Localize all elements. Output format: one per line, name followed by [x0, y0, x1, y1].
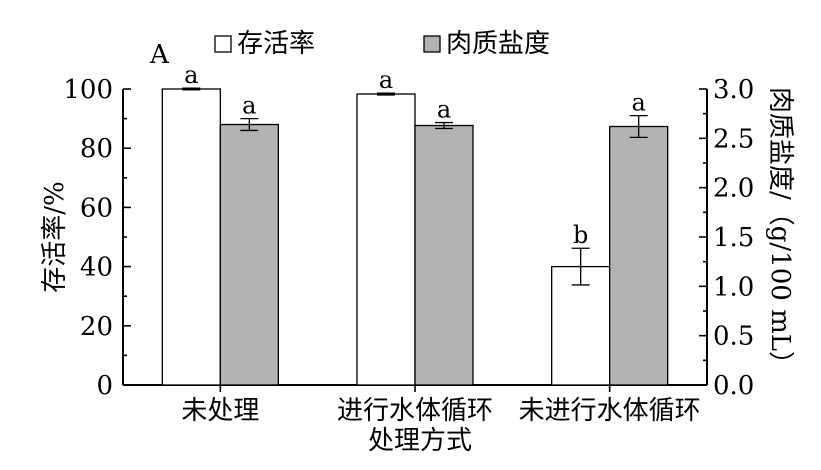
- y-tick-label: 40: [80, 253, 113, 283]
- y2-tick-label: 0.5: [713, 322, 754, 352]
- y2-tick-label: 3.0: [713, 75, 754, 105]
- y-tick-label: 60: [80, 193, 113, 223]
- x-tick-label: 进行水体循环: [337, 396, 493, 426]
- significance-label: a: [184, 61, 198, 89]
- x-tick-label: 未进行水体循环: [519, 396, 701, 426]
- bar: [609, 125, 669, 386]
- x-tick-label: 未处理: [181, 396, 259, 426]
- y-tick-label: 0: [96, 371, 113, 401]
- y-tick-label: 100: [63, 75, 113, 105]
- panel-label: A: [149, 40, 170, 70]
- legend-label-survival: 存活率: [237, 29, 315, 59]
- significance-label: a: [242, 92, 256, 120]
- bar: [161, 88, 221, 386]
- y-axis-title: 存活率/%: [40, 181, 70, 292]
- legend-swatch-survival: [214, 35, 232, 53]
- legend: 存活率 肉质盐度: [214, 29, 550, 59]
- significance-label: a: [437, 96, 451, 124]
- x-axis-title: 处理方式: [368, 426, 472, 456]
- bar: [414, 124, 474, 386]
- significance-label: a: [632, 89, 646, 117]
- y-tick-label: 20: [80, 312, 113, 342]
- legend-label-salinity: 肉质盐度: [446, 29, 550, 59]
- legend-swatch-salinity: [423, 35, 441, 53]
- y2-axis-title: 肉质盐度/（g/100 mL）: [765, 87, 795, 377]
- y2-tick-label: 2.0: [713, 174, 754, 204]
- y2-tick-label: 2.5: [713, 124, 754, 154]
- y-tick-label: 80: [80, 134, 113, 164]
- y2-tick-label: 1.5: [713, 223, 754, 253]
- bar: [551, 265, 611, 386]
- significance-label: b: [573, 221, 588, 249]
- bar: [356, 93, 416, 386]
- plot-area: 0 20 40 60 80 100 0.0 0.5 1.0 1.5 2.0 2.5 3.0 未处理 进行水体…: [63, 61, 754, 426]
- significance-label: a: [379, 66, 393, 94]
- y2-tick-label: 0.0: [713, 371, 754, 401]
- y2-tick-label: 1.0: [713, 272, 754, 302]
- bar: [219, 123, 279, 386]
